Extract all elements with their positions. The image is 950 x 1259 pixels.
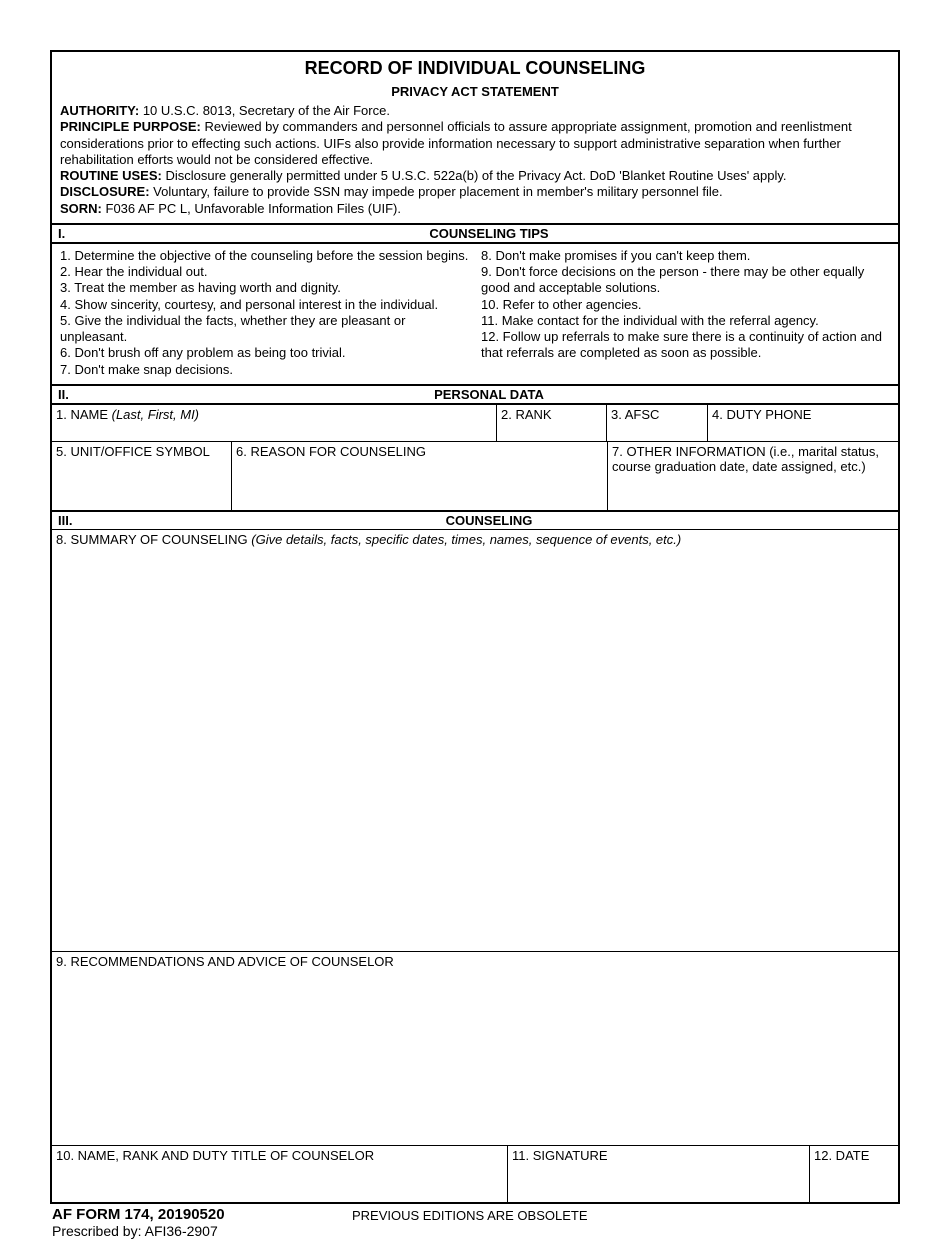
section-1-num: I. <box>52 225 80 242</box>
tip-item: 11. Make contact for the individual with… <box>481 313 890 329</box>
routine-text: Disclosure generally permitted under 5 U… <box>162 168 787 183</box>
afsc-label: 3. AFSC <box>611 407 659 422</box>
afsc-field[interactable]: 3. AFSC <box>607 405 708 441</box>
disclosure-line: DISCLOSURE: Voluntary, failure to provid… <box>60 184 890 200</box>
summary-label: 8. SUMMARY OF COUNSELING <box>56 532 248 547</box>
rank-field[interactable]: 2. RANK <box>497 405 607 441</box>
signature-label: 11. SIGNATURE <box>512 1148 608 1163</box>
tip-item: 10. Refer to other agencies. <box>481 297 890 313</box>
tip-item: 5. Give the individual the facts, whethe… <box>60 313 469 346</box>
disclosure-text: Voluntary, failure to provide SSN may im… <box>150 184 723 199</box>
reason-label: 6. REASON FOR COUNSELING <box>236 444 426 459</box>
section-1-header: I. COUNSELING TIPS <box>52 225 898 244</box>
unit-field[interactable]: 5. UNIT/OFFICE SYMBOL <box>52 442 232 510</box>
counseling-tips: 1. Determine the objective of the counse… <box>52 244 898 386</box>
other-info-field[interactable]: 7. OTHER INFORMATION (i.e., marital stat… <box>608 442 898 510</box>
form-footer: AF FORM 174, 20190520 Prescribed by: AFI… <box>50 1204 900 1239</box>
sorn-text: F036 AF PC L, Unfavorable Information Fi… <box>102 201 401 216</box>
tip-item: 12. Follow up referrals to make sure the… <box>481 329 890 362</box>
duty-phone-label: 4. DUTY PHONE <box>712 407 811 422</box>
section-3-header: III. COUNSELING <box>52 512 898 530</box>
section-3-num: III. <box>52 512 80 529</box>
date-label: 12. DATE <box>814 1148 869 1163</box>
section-2-title: PERSONAL DATA <box>80 386 898 403</box>
unit-label: 5. UNIT/OFFICE SYMBOL <box>56 444 210 459</box>
footer-left: AF FORM 174, 20190520 Prescribed by: AFI… <box>52 1206 352 1239</box>
privacy-act-header: PRIVACY ACT STATEMENT <box>52 82 898 101</box>
rank-label: 2. RANK <box>501 407 552 422</box>
tips-left-col: 1. Determine the objective of the counse… <box>60 248 481 378</box>
form-container: RECORD OF INDIVIDUAL COUNSELING PRIVACY … <box>50 50 900 1204</box>
authority-text: 10 U.S.C. 8013, Secretary of the Air For… <box>139 103 390 118</box>
obsolete-notice: PREVIOUS EDITIONS ARE OBSOLETE <box>352 1206 898 1223</box>
summary-hint: (Give details, facts, specific dates, ti… <box>248 532 682 547</box>
tip-item: 3. Treat the member as having worth and … <box>60 280 469 296</box>
section-1-title: COUNSELING TIPS <box>80 225 898 242</box>
tip-item: 9. Don't force decisions on the person -… <box>481 264 890 297</box>
routine-line: ROUTINE USES: Disclosure generally permi… <box>60 168 890 184</box>
reason-field[interactable]: 6. REASON FOR COUNSELING <box>232 442 608 510</box>
form-title: RECORD OF INDIVIDUAL COUNSELING <box>52 52 898 82</box>
sorn-line: SORN: F036 AF PC L, Unfavorable Informat… <box>60 201 890 217</box>
counselor-name-field[interactable]: 10. NAME, RANK AND DUTY TITLE OF COUNSEL… <box>52 1146 508 1202</box>
tip-item: 1. Determine the objective of the counse… <box>60 248 469 264</box>
personal-data-row-2: 5. UNIT/OFFICE SYMBOL 6. REASON FOR COUN… <box>52 442 898 512</box>
tip-item: 7. Don't make snap decisions. <box>60 362 469 378</box>
date-field[interactable]: 12. DATE <box>810 1146 898 1202</box>
summary-field[interactable]: 8. SUMMARY OF COUNSELING (Give details, … <box>52 530 898 952</box>
routine-label: ROUTINE USES: <box>60 168 162 183</box>
purpose-line: PRINCIPLE PURPOSE: Reviewed by commander… <box>60 119 890 168</box>
recommendations-label: 9. RECOMMENDATIONS AND ADVICE OF COUNSEL… <box>56 954 394 969</box>
section-2-num: II. <box>52 386 80 403</box>
disclosure-label: DISCLOSURE: <box>60 184 150 199</box>
counselor-name-label: 10. NAME, RANK AND DUTY TITLE OF COUNSEL… <box>56 1148 374 1163</box>
name-field[interactable]: 1. NAME (Last, First, MI) <box>52 405 497 441</box>
form-id: AF FORM 174, 20190520 <box>52 1206 352 1223</box>
authority-line: AUTHORITY: 10 U.S.C. 8013, Secretary of … <box>60 103 890 119</box>
tips-right-col: 8. Don't make promises if you can't keep… <box>481 248 890 378</box>
signature-field[interactable]: 11. SIGNATURE <box>508 1146 810 1202</box>
tip-item: 8. Don't make promises if you can't keep… <box>481 248 890 264</box>
counselor-row: 10. NAME, RANK AND DUTY TITLE OF COUNSEL… <box>52 1146 898 1202</box>
personal-data-row-1: 1. NAME (Last, First, MI) 2. RANK 3. AFS… <box>52 405 898 442</box>
recommendations-field[interactable]: 9. RECOMMENDATIONS AND ADVICE OF COUNSEL… <box>52 952 898 1146</box>
duty-phone-field[interactable]: 4. DUTY PHONE <box>708 405 898 441</box>
privacy-act-block: AUTHORITY: 10 U.S.C. 8013, Secretary of … <box>52 101 898 225</box>
name-label: 1. NAME <box>56 407 108 422</box>
sorn-label: SORN: <box>60 201 102 216</box>
section-2-header: II. PERSONAL DATA <box>52 386 898 405</box>
name-hint: (Last, First, MI) <box>108 407 199 422</box>
purpose-label: PRINCIPLE PURPOSE: <box>60 119 201 134</box>
tip-item: 2. Hear the individual out. <box>60 264 469 280</box>
prescribed-by: Prescribed by: AFI36-2907 <box>52 1223 352 1239</box>
authority-label: AUTHORITY: <box>60 103 139 118</box>
tip-item: 4. Show sincerity, courtesy, and persona… <box>60 297 469 313</box>
section-3-title: COUNSELING <box>80 512 898 529</box>
tip-item: 6. Don't brush off any problem as being … <box>60 345 469 361</box>
other-info-label: 7. OTHER INFORMATION (i.e., marital stat… <box>612 444 879 474</box>
